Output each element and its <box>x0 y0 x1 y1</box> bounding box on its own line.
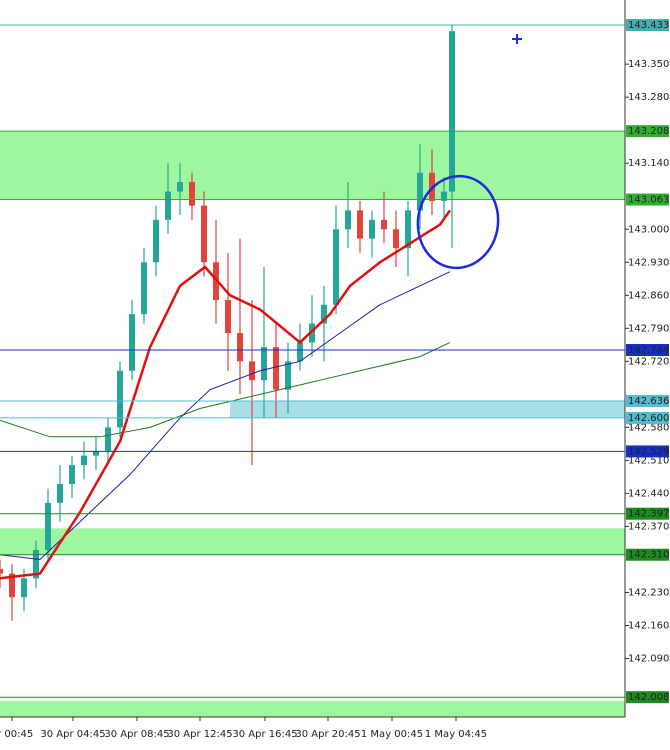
zone <box>0 700 625 717</box>
candle-body <box>369 219 375 239</box>
x-tick-label: 30 Apr 08:45 <box>104 729 169 740</box>
y-tick-label: 143.350 <box>628 59 669 70</box>
level-label-bg <box>626 125 669 138</box>
candle-body <box>321 304 327 324</box>
level-label: 142.600 <box>628 413 669 424</box>
candle-body <box>357 210 363 239</box>
candle-body <box>141 262 147 315</box>
y-tick-label: 142.790 <box>628 323 669 334</box>
candle-body <box>117 370 123 428</box>
level-label: 143.063 <box>628 195 669 206</box>
candle-body <box>153 219 159 263</box>
level-label-bg <box>626 507 669 520</box>
level-label-bg <box>626 193 669 206</box>
level-label: 142.397 <box>628 509 669 520</box>
candle-body <box>93 450 99 456</box>
crosshair-marker <box>512 34 522 44</box>
y-tick-label: 143.140 <box>628 158 669 169</box>
candle-body <box>441 191 447 201</box>
candle-body <box>105 427 111 451</box>
candle-body <box>57 483 63 503</box>
x-tick-label: 30 Apr 12:45 <box>167 729 232 740</box>
moving-average <box>0 271 451 560</box>
level-label: 142.529 <box>628 446 669 457</box>
candle-body <box>189 182 195 206</box>
level-label-bg <box>626 344 669 357</box>
level-label: 143.433 <box>628 20 669 31</box>
hand-drawn-circle <box>416 174 500 270</box>
zone <box>0 131 625 200</box>
y-tick-label: 142.580 <box>628 422 669 433</box>
candle-body <box>273 347 279 390</box>
level-label-bg <box>626 394 669 407</box>
candle-body <box>285 361 291 390</box>
x-tick-label: 1 May 00:45 <box>361 729 423 740</box>
candle-body <box>417 172 423 211</box>
candle-body <box>21 578 27 598</box>
y-tick-label: 142.160 <box>628 620 669 631</box>
candle-body <box>309 323 315 343</box>
level-label-bg <box>626 445 669 458</box>
candle-body <box>81 455 87 466</box>
y-tick-label: 142.860 <box>628 290 669 301</box>
level-label-bg <box>626 691 669 704</box>
y-tick-label: 142.440 <box>628 488 669 499</box>
x-tick-label: 30 Apr 20:45 <box>295 729 360 740</box>
x-tick-label: pr 00:45 <box>0 729 33 740</box>
x-tick-label: 1 May 04:45 <box>425 729 487 740</box>
y-tick-label: 142.230 <box>628 587 669 598</box>
candle-body <box>333 229 339 305</box>
y-tick-label: 142.090 <box>628 654 669 665</box>
candle-body <box>33 550 39 579</box>
candle-body <box>381 219 387 230</box>
y-tick-label: 142.930 <box>628 257 669 268</box>
level-label: 143.208 <box>628 126 669 137</box>
candle-body <box>177 182 183 192</box>
x-tick-label: 30 Apr 16:45 <box>232 729 297 740</box>
candle-body <box>249 361 255 381</box>
candle-body <box>0 568 3 574</box>
candle-body <box>261 347 267 381</box>
y-tick-label: 142.720 <box>628 356 669 367</box>
candle-body <box>165 191 171 220</box>
level-label: 142.310 <box>628 550 669 561</box>
candle-body <box>45 502 51 551</box>
candle-body <box>225 300 231 334</box>
candle-body <box>297 342 303 362</box>
candle-body <box>237 333 243 362</box>
level-label-bg <box>626 19 669 32</box>
level-label-bg <box>626 411 669 424</box>
candle-body <box>393 229 399 249</box>
zone <box>0 528 625 555</box>
y-tick-label: 142.370 <box>628 521 669 532</box>
level-label-bg <box>626 548 669 561</box>
zone <box>230 400 625 418</box>
y-tick-label: 143.280 <box>628 92 669 103</box>
candle-body <box>405 210 411 249</box>
x-tick-label: 30 Apr 04:45 <box>40 729 105 740</box>
moving-average <box>0 209 452 580</box>
candle-body <box>201 205 207 263</box>
candle-body <box>345 210 351 230</box>
y-tick-label: 142.510 <box>628 455 669 466</box>
y-tick-label: 143.000 <box>628 224 669 235</box>
candle-body <box>9 573 15 598</box>
candle-body <box>129 314 135 371</box>
level-label: 142.744 <box>628 345 669 356</box>
plot-layer <box>0 24 625 717</box>
level-label: 142.636 <box>628 396 669 407</box>
level-label: 142.008 <box>628 692 669 703</box>
candle-body <box>69 465 75 484</box>
candle-body <box>449 31 455 192</box>
